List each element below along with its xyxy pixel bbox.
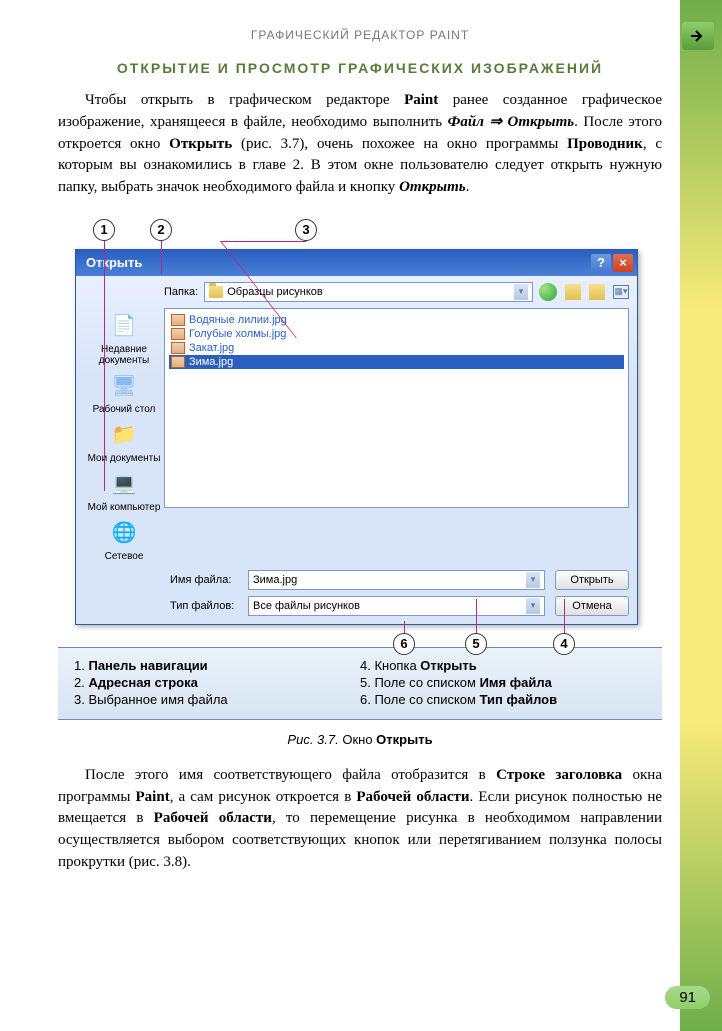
chevron-down-icon[interactable]: ▾ <box>514 284 528 300</box>
page-forward-tab[interactable] <box>682 22 714 50</box>
callout-line-2 <box>161 241 162 274</box>
file-name: Закат.jpg <box>189 342 234 354</box>
file-item[interactable]: Голубые холмы.jpg <box>169 327 624 341</box>
folder-label: Папка: <box>164 286 198 298</box>
legend-5: 5. Поле со списком Имя файла <box>360 675 646 690</box>
sidebar-label: Мой компьютер <box>84 502 164 513</box>
sidebar-icon: 📁 <box>106 419 142 451</box>
file-name: Зима.jpg <box>189 356 233 368</box>
open-button[interactable]: Открыть <box>555 570 629 590</box>
view-menu-icon[interactable]: ▦▾ <box>613 285 629 299</box>
legend: 1. Панель навигации 2. Адресная строка 3… <box>58 647 662 720</box>
legend-6: 6. Поле со списком Тип файлов <box>360 692 646 707</box>
callout-4: 4 <box>553 633 575 655</box>
page-number: 91 <box>665 986 710 1009</box>
legend-1: 1. Панель навигации <box>74 658 360 673</box>
callout-3: 3 <box>295 219 317 241</box>
filetype-label: Тип файлов: <box>170 600 238 612</box>
chapter-header: ГРАФИЧЕСКИЙ РЕДАКТОР PAINT <box>58 28 662 42</box>
sidebar-label: Недавние документы <box>84 344 164 366</box>
filename-value: Зима.jpg <box>253 574 297 586</box>
filetype-value: Все файлы рисунков <box>253 600 360 612</box>
legend-3: 3. Выбранное имя файла <box>74 692 360 707</box>
sidebar-label: Сетевое <box>84 551 164 562</box>
legend-4: 4. Кнопка Открыть <box>360 658 646 673</box>
sidebar-icon: 💻 <box>106 468 142 500</box>
address-nav-icons: ▦▾ <box>539 283 629 301</box>
legend-2: 2. Адресная строка <box>74 675 360 690</box>
paragraph-1: Чтобы открыть в графическом редакторе Pa… <box>58 90 662 199</box>
sidebar-icon: 📄 <box>106 310 142 342</box>
chevron-down-icon[interactable]: ▾ <box>526 572 540 588</box>
image-file-icon <box>171 356 185 368</box>
up-folder-icon[interactable] <box>565 284 581 300</box>
back-icon[interactable] <box>539 283 557 301</box>
callout-line-4 <box>564 599 565 635</box>
callout-line-1 <box>104 241 105 491</box>
sidebar-icon: 🖥 <box>106 370 142 402</box>
sidebar-item[interactable]: 🖥 Рабочий стол <box>84 370 164 415</box>
callout-line-5 <box>476 599 477 635</box>
close-button[interactable]: × <box>613 254 633 272</box>
image-file-icon <box>171 314 185 326</box>
figure-caption: Рис. 3.7. Окно Открыть <box>58 732 662 747</box>
image-file-icon <box>171 342 185 354</box>
figure-3-7: 1 2 3 Открыть ? × Папка: Образцы рисунко… <box>75 219 645 625</box>
file-name: Голубые холмы.jpg <box>189 328 286 340</box>
callout-5: 5 <box>465 633 487 655</box>
section-title: ОТКРЫТИЕ И ПРОСМОТР ГРАФИЧЕСКИХ ИЗОБРАЖЕ… <box>58 60 662 76</box>
image-file-icon <box>171 328 185 340</box>
folder-icon <box>209 286 223 298</box>
new-folder-icon[interactable] <box>589 284 605 300</box>
filename-label: Имя файла: <box>170 574 238 586</box>
file-name: Водяные лилии.jpg <box>189 314 287 326</box>
callout-6: 6 <box>393 633 415 655</box>
address-row: Папка: Образцы рисунков ▾ ▦▾ <box>164 282 629 302</box>
sidebar-label: Рабочий стол <box>84 404 164 415</box>
sidebar-item[interactable]: 💻 Мой компьютер <box>84 468 164 513</box>
chevron-down-icon[interactable]: ▾ <box>526 598 540 614</box>
filename-combo[interactable]: Зима.jpg ▾ <box>248 570 545 590</box>
nav-panel: 📄Недавние документы 🖥 Рабочий стол 📁 Мои док… <box>84 308 164 564</box>
file-item[interactable]: Закат.jpg <box>169 341 624 355</box>
sidebar-icon: 🌐 <box>106 517 142 549</box>
file-item[interactable]: Водяные лилии.jpg <box>169 313 624 327</box>
file-item[interactable]: Зима.jpg <box>169 355 624 369</box>
dialog-title: Открыть <box>86 255 142 270</box>
sidebar-item[interactable]: 📁 Мои документы <box>84 419 164 464</box>
filetype-combo[interactable]: Все файлы рисунков ▾ <box>248 596 545 616</box>
help-button[interactable]: ? <box>591 254 611 272</box>
page-side-gradient <box>680 0 722 1031</box>
callout-2: 2 <box>150 219 172 241</box>
cancel-button[interactable]: Отмена <box>555 596 629 616</box>
sidebar-item[interactable]: 🌐 Сетевое <box>84 517 164 562</box>
paragraph-2: После этого имя соответствующего файла о… <box>58 765 662 874</box>
callout-1: 1 <box>93 219 115 241</box>
file-list[interactable]: Водяные лилии.jpg Голубые холмы.jpg Закат.… <box>164 308 629 508</box>
sidebar-item[interactable]: 📄Недавние документы <box>84 310 164 366</box>
sidebar-label: Мои документы <box>84 453 164 464</box>
